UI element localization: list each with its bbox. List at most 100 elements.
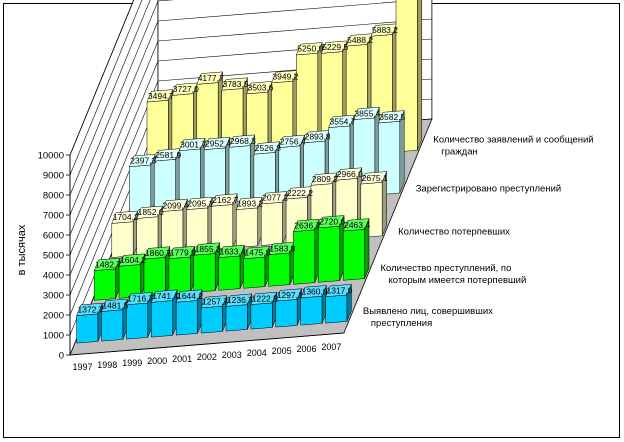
data-label: 1236,7: [227, 295, 253, 305]
x-tick-label: 2007: [321, 342, 341, 352]
bar-5-2003: [225, 293, 253, 332]
data-label: 2222,2: [287, 188, 313, 198]
series-label-line: Выявлено лиц, совершивших: [363, 306, 493, 317]
data-label: 2675,1: [362, 173, 388, 183]
data-label: 3727,0: [173, 84, 199, 94]
data-label: 2952,4: [205, 138, 231, 148]
data-label: 2968,3: [230, 136, 256, 146]
y-tick-label: 2000: [43, 311, 64, 322]
data-label: 3503,6: [248, 83, 274, 93]
x-axis-ticks: 1997 1998 1999 2000 2001 2002 2003 2004 2005 2006…: [72, 342, 341, 372]
bar-top: [136, 205, 163, 219]
bar-top: [129, 154, 156, 167]
bar-top: [310, 172, 338, 186]
bar-top: [325, 284, 352, 297]
bar-front: [318, 225, 340, 283]
x-axis-line: [69, 332, 344, 356]
bar-front: [218, 255, 241, 291]
data-label: 3582,5: [379, 112, 405, 122]
bar-front: [293, 229, 316, 285]
data-label: 2720,6: [319, 217, 345, 227]
bar-front: [260, 201, 283, 246]
y-axis-ticks: 0 1000 2000 3000 4000 5000 6000 7000 8000 9000 100…: [38, 151, 70, 362]
data-label: 1257,7: [202, 297, 228, 307]
bar-top: [342, 218, 370, 232]
series-labels: Количество заявлений и сообщений граждан З…: [363, 135, 594, 329]
data-label: 1716,7: [127, 294, 153, 304]
bar-top: [296, 42, 323, 56]
x-tick-label: 2005: [272, 346, 292, 356]
bar-4-1998: [118, 253, 146, 299]
bar-top: [211, 193, 238, 207]
bar-top: [235, 196, 263, 210]
bar-top: [378, 110, 405, 124]
bar-5-2007: [325, 284, 352, 324]
data-label: 1644,2: [177, 291, 203, 301]
bar-5-2000: [150, 289, 178, 338]
data-label: 2966,0: [337, 169, 363, 179]
y-tick-label: 5000: [43, 251, 64, 262]
data-label: 1297,1: [277, 290, 303, 300]
bar-3-1999: [161, 198, 188, 254]
bar-front: [175, 300, 198, 336]
data-label: 2893,8: [305, 132, 331, 142]
x-tick-label: 2004: [247, 348, 267, 358]
bar-top: [150, 289, 178, 303]
data-label: 1222,5: [252, 293, 278, 303]
series-label-line: Количество потерпевших: [398, 226, 510, 237]
bar-front: [111, 221, 134, 258]
bar-front: [76, 313, 99, 344]
x-tick-label: 2002: [197, 352, 217, 362]
series-label-line: Зарегистрировано преступлений: [416, 184, 562, 195]
bar-front: [151, 300, 173, 338]
series-label: Выявлено лиц, совершивших преступления: [363, 306, 493, 329]
x-tick-label: 1998: [97, 360, 117, 370]
series-label-line: которым имеется потерпевший: [389, 275, 527, 286]
data-label: 4177,7: [198, 73, 224, 83]
data-label: 2099,4: [163, 200, 189, 210]
bar-top: [196, 71, 223, 85]
bar-top: [328, 114, 355, 128]
bar-side: [417, 0, 423, 151]
data-label: 5883,2: [372, 25, 398, 35]
bar-top: [218, 244, 245, 258]
bar-top: [93, 257, 121, 271]
data-label: 5250,9: [297, 44, 323, 54]
data-label: 2095,1: [187, 198, 213, 208]
x-tick-label: 2006: [296, 344, 316, 354]
bar-front: [193, 253, 216, 293]
x-tick-label: 2003: [222, 350, 242, 360]
bar-top: [275, 288, 302, 302]
data-label: 1475,8: [245, 248, 271, 258]
bar-top: [360, 171, 387, 185]
bar-top: [320, 40, 348, 54]
data-label: 2581,9: [155, 150, 181, 160]
data-label: 3783,5: [223, 79, 249, 89]
x-tick-label: 1999: [122, 358, 142, 368]
bar-top: [161, 198, 188, 212]
data-label: 3949,2: [272, 72, 298, 82]
bar-top: [253, 141, 281, 155]
bar-top: [225, 293, 253, 307]
bar-front: [126, 302, 149, 340]
bar-top: [168, 246, 196, 259]
bar-4-2003: [243, 246, 270, 289]
bar-top: [111, 210, 138, 224]
bar-5-1999: [126, 292, 153, 340]
data-label: 1779,9: [170, 248, 196, 258]
data-label: 2756,4: [280, 136, 306, 146]
series-label-line: Количество преступлений, по: [381, 263, 512, 274]
data-label: 1741,4: [152, 291, 178, 301]
bar-top: [278, 134, 305, 148]
y-tick-label: 8000: [43, 191, 64, 202]
data-label: 1855,3: [195, 244, 221, 254]
series-label: Количество заявлений и сообщений граждан: [433, 135, 593, 158]
bar-front: [168, 256, 191, 295]
bar-top: [335, 167, 363, 181]
bar-top: [300, 285, 327, 299]
series-label-line: Количество заявлений и сообщений: [433, 135, 593, 146]
bar-front: [211, 204, 234, 250]
y-tick-label: 10000: [38, 151, 64, 162]
